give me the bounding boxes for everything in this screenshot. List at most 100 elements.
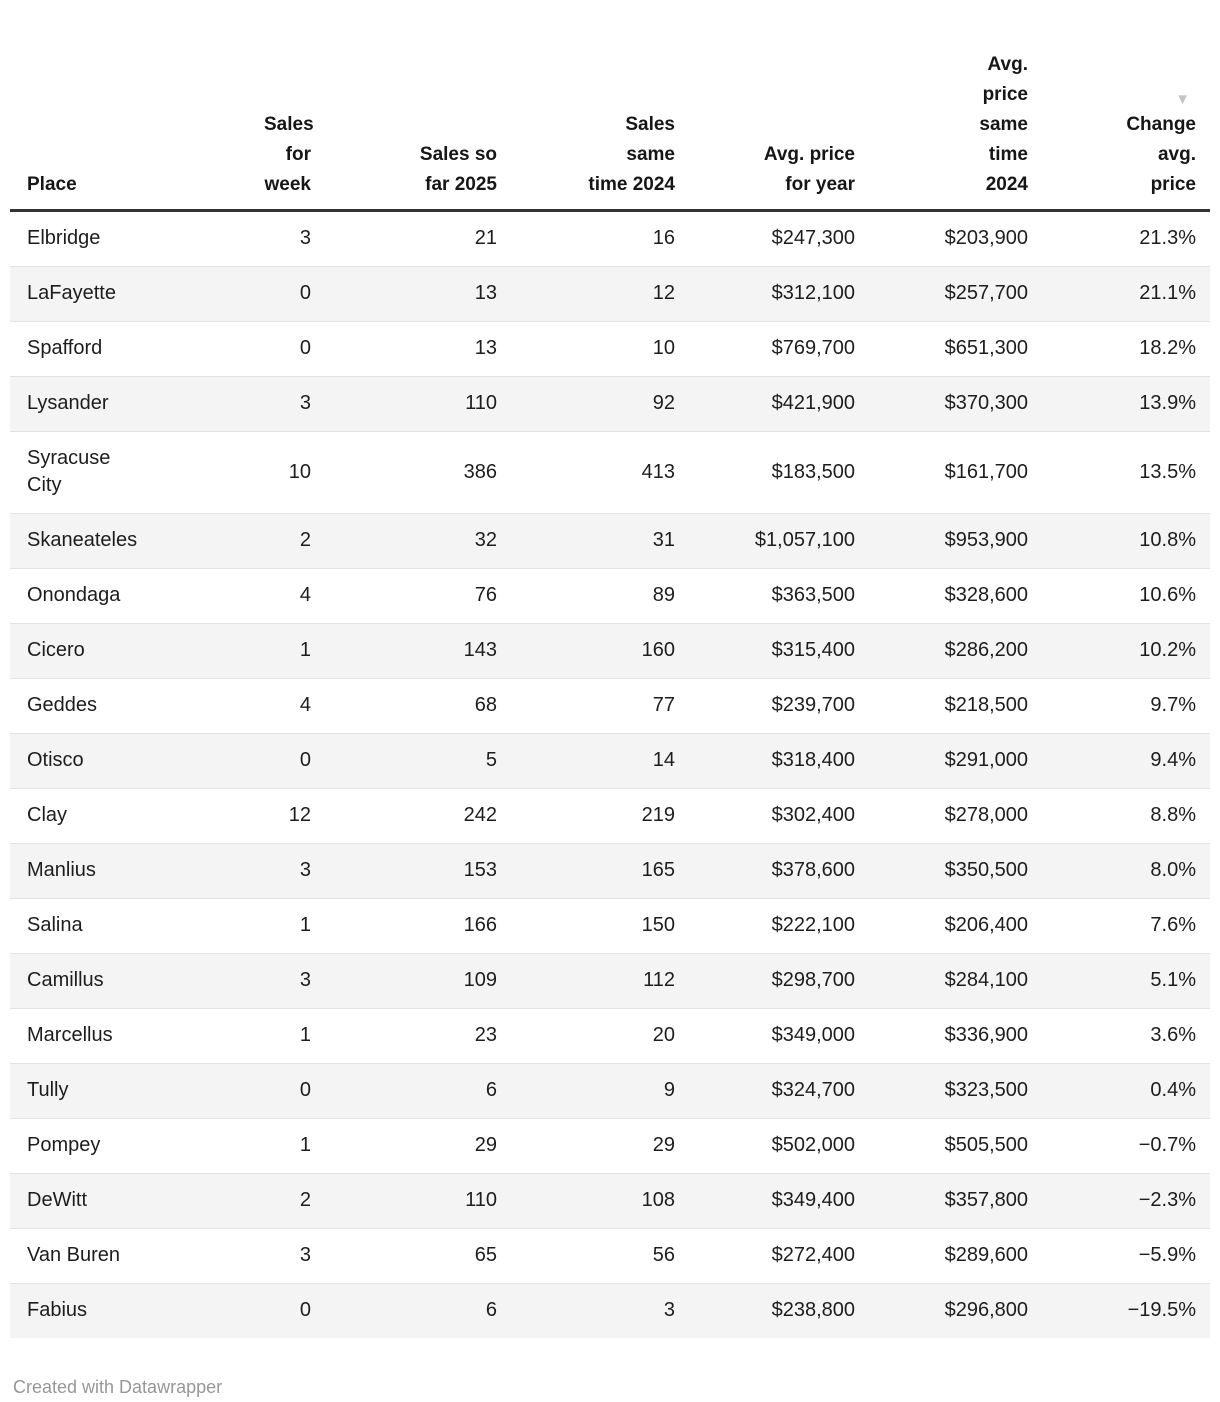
table-row: Tully 0 6 9 $324,700 $323,500 0.4% bbox=[10, 1063, 1210, 1119]
value-cell: $206,400 bbox=[944, 914, 1028, 936]
value-cell: $1,057,100 bbox=[754, 529, 855, 551]
table-row: Onondaga 4 76 89 $363,500 $328,600 10.6% bbox=[10, 568, 1210, 624]
value-cell: 8.0% bbox=[1150, 859, 1196, 881]
value-cell: 110 bbox=[465, 392, 497, 414]
value-cell: 23 bbox=[474, 1024, 497, 1046]
value-cell: −0.7% bbox=[1138, 1134, 1196, 1156]
value-cell: 1 bbox=[299, 914, 311, 936]
column-header-label: Sales for week bbox=[264, 114, 314, 195]
column-header-place[interactable]: Place bbox=[10, 0, 250, 212]
value-cell: $286,200 bbox=[944, 639, 1028, 661]
column-header-label: Avg. price same time 2024 bbox=[979, 54, 1028, 195]
value-cell: $218,500 bbox=[944, 694, 1028, 716]
value-cell: $370,300 bbox=[944, 392, 1028, 414]
value-cell: 160 bbox=[641, 639, 675, 661]
value-cell: 4 bbox=[299, 584, 311, 606]
place-cell: Lysander bbox=[27, 392, 109, 414]
value-cell: 0 bbox=[299, 1079, 311, 1101]
table-row: LaFayette 0 13 12 $312,100 $257,700 21.1% bbox=[10, 266, 1210, 322]
value-cell: 3 bbox=[299, 227, 311, 249]
value-cell: 3.6% bbox=[1150, 1024, 1196, 1046]
table-header: Place Sales for week Sales so far 2025 S… bbox=[10, 0, 1210, 212]
value-cell: 112 bbox=[643, 969, 675, 991]
value-cell: 1 bbox=[299, 1024, 311, 1046]
value-cell: 153 bbox=[463, 859, 497, 881]
value-cell: 10 bbox=[652, 337, 675, 359]
value-cell: 3 bbox=[663, 1299, 675, 1321]
place-cell: Geddes bbox=[27, 694, 98, 716]
value-cell: 14 bbox=[652, 749, 675, 771]
place-cell: Marcellus bbox=[27, 1024, 113, 1046]
value-cell: $421,900 bbox=[771, 392, 855, 414]
table-row: DeWitt 2 110 108 $349,400 $357,800 −2.3% bbox=[10, 1173, 1210, 1229]
value-cell: 4 bbox=[299, 694, 311, 716]
place-cell: Fabius bbox=[27, 1299, 88, 1321]
value-cell: $378,600 bbox=[771, 859, 855, 881]
value-cell: 0.4% bbox=[1150, 1079, 1196, 1101]
value-cell: 143 bbox=[463, 639, 497, 661]
column-header-change-avg-price[interactable]: ▼ Change avg. price bbox=[1042, 0, 1210, 212]
sales-table: Place Sales for week Sales so far 2025 S… bbox=[10, 0, 1210, 1338]
value-cell: 10.6% bbox=[1139, 584, 1196, 606]
value-cell: 10.8% bbox=[1139, 529, 1196, 551]
place-cell: Camillus bbox=[27, 969, 104, 991]
column-header-sales-for-week[interactable]: Sales for week bbox=[250, 0, 325, 212]
column-header-avg-price-same-time-2024[interactable]: Avg. price same time 2024 bbox=[869, 0, 1042, 212]
value-cell: 21.3% bbox=[1139, 227, 1196, 249]
column-header-sales-same-time-2024[interactable]: Sales same time 2024 bbox=[511, 0, 689, 212]
value-cell: $324,700 bbox=[771, 1079, 855, 1101]
value-cell: 1 bbox=[299, 639, 311, 661]
place-cell: Tully bbox=[27, 1079, 69, 1101]
value-cell: 76 bbox=[474, 584, 497, 606]
value-cell: $183,500 bbox=[771, 460, 855, 483]
column-header-label: Change avg. price bbox=[1126, 114, 1196, 195]
sort-descending-icon[interactable]: ▼ bbox=[1175, 91, 1190, 108]
column-header-sales-so-far-2025[interactable]: Sales so far 2025 bbox=[325, 0, 511, 212]
value-cell: $318,400 bbox=[771, 749, 855, 771]
value-cell: 65 bbox=[474, 1244, 497, 1266]
table-row: Fabius 0 6 3 $238,800 $296,800 −19.5% bbox=[10, 1283, 1210, 1338]
value-cell: 29 bbox=[652, 1134, 675, 1156]
value-cell: $312,100 bbox=[771, 282, 855, 304]
value-cell: 3 bbox=[299, 969, 311, 991]
value-cell: $222,100 bbox=[771, 914, 855, 936]
value-cell: 13.9% bbox=[1139, 392, 1196, 414]
place-cell: Skaneateles bbox=[27, 529, 138, 551]
value-cell: 3 bbox=[299, 1244, 311, 1266]
value-cell: 1 bbox=[299, 1134, 311, 1156]
place-cell: Clay bbox=[27, 804, 68, 826]
value-cell: 108 bbox=[641, 1189, 675, 1211]
value-cell: 166 bbox=[463, 914, 497, 936]
place-cell: Syracuse City bbox=[27, 447, 111, 496]
value-cell: $272,400 bbox=[771, 1244, 855, 1266]
value-cell: $349,400 bbox=[771, 1189, 855, 1211]
table-row: Lysander 3 110 92 $421,900 $370,300 13.9% bbox=[10, 376, 1210, 432]
table-row: Marcellus 1 23 20 $349,000 $336,900 3.6% bbox=[10, 1008, 1210, 1064]
value-cell: $357,800 bbox=[944, 1189, 1028, 1211]
value-cell: 5.1% bbox=[1150, 969, 1196, 991]
table-row: Geddes 4 68 77 $239,700 $218,500 9.7% bbox=[10, 678, 1210, 734]
place-cell: LaFayette bbox=[27, 282, 116, 304]
table-row: Camillus 3 109 112 $298,700 $284,100 5.1% bbox=[10, 953, 1210, 1009]
place-cell: Manlius bbox=[27, 859, 96, 881]
value-cell: 6 bbox=[485, 1079, 497, 1101]
value-cell: 13 bbox=[474, 337, 497, 359]
value-cell: $291,000 bbox=[944, 749, 1028, 771]
value-cell: $302,400 bbox=[771, 804, 855, 826]
value-cell: $298,700 bbox=[771, 969, 855, 991]
value-cell: −2.3% bbox=[1138, 1189, 1196, 1211]
value-cell: 16 bbox=[652, 227, 675, 249]
column-header-avg-price-for-year[interactable]: Avg. price for year bbox=[689, 0, 869, 212]
value-cell: 150 bbox=[641, 914, 675, 936]
value-cell: −5.9% bbox=[1138, 1244, 1196, 1266]
value-cell: $278,000 bbox=[944, 804, 1028, 826]
value-cell: 0 bbox=[299, 749, 311, 771]
value-cell: $238,800 bbox=[771, 1299, 855, 1321]
value-cell: 3 bbox=[299, 392, 311, 414]
value-cell: $239,700 bbox=[771, 694, 855, 716]
value-cell: $328,600 bbox=[944, 584, 1028, 606]
value-cell: 20 bbox=[652, 1024, 675, 1046]
value-cell: −19.5% bbox=[1127, 1299, 1196, 1321]
place-cell: Elbridge bbox=[27, 227, 101, 249]
value-cell: 56 bbox=[652, 1244, 675, 1266]
